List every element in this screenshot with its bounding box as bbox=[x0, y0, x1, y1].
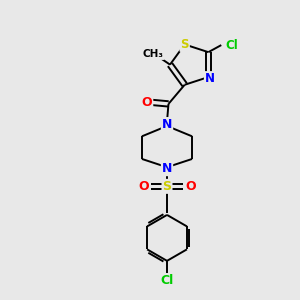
Text: S: S bbox=[163, 180, 172, 193]
Text: O: O bbox=[142, 96, 152, 109]
Text: Cl: Cl bbox=[225, 39, 238, 52]
Text: O: O bbox=[185, 180, 196, 193]
Text: Cl: Cl bbox=[160, 274, 174, 287]
Text: S: S bbox=[180, 38, 189, 51]
Text: N: N bbox=[162, 118, 172, 131]
Text: N: N bbox=[162, 162, 172, 175]
Text: CH₃: CH₃ bbox=[143, 49, 164, 59]
Text: N: N bbox=[205, 72, 215, 85]
Text: O: O bbox=[138, 180, 149, 193]
